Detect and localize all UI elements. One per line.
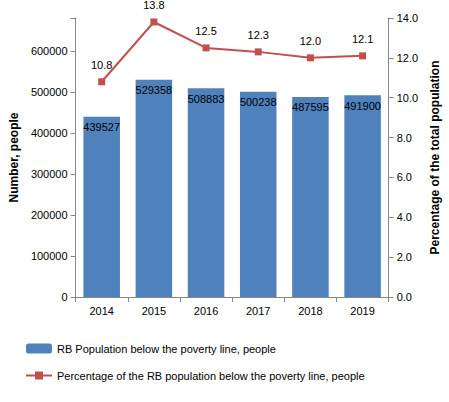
svg-text:2.0: 2.0 <box>397 251 412 263</box>
svg-text:4.0: 4.0 <box>397 211 412 223</box>
svg-text:Percentage of the total popula: Percentage of the total population <box>428 60 442 254</box>
svg-text:2014: 2014 <box>89 305 113 317</box>
svg-text:10.8: 10.8 <box>91 59 112 71</box>
svg-text:300000: 300000 <box>31 168 68 180</box>
svg-text:8.0: 8.0 <box>397 132 412 144</box>
svg-text:500238: 500238 <box>240 96 277 108</box>
svg-text:12.0: 12.0 <box>300 35 321 47</box>
svg-text:13.8: 13.8 <box>143 0 164 11</box>
svg-text:2019: 2019 <box>350 305 374 317</box>
svg-text:RB Population below the povert: RB Population below the poverty line, pe… <box>57 343 276 355</box>
svg-text:600000: 600000 <box>31 45 68 57</box>
svg-text:12.1: 12.1 <box>352 33 373 45</box>
svg-text:2015: 2015 <box>142 305 166 317</box>
svg-text:529358: 529358 <box>136 84 173 96</box>
svg-text:2018: 2018 <box>298 305 322 317</box>
svg-text:12.0: 12.0 <box>397 52 418 64</box>
svg-text:2016: 2016 <box>194 305 218 317</box>
svg-text:10.0: 10.0 <box>397 92 418 104</box>
svg-text:400000: 400000 <box>31 127 68 139</box>
svg-text:Percentage of the RB populatio: Percentage of the RB population below th… <box>57 370 365 382</box>
svg-text:508883: 508883 <box>188 93 225 105</box>
svg-text:487595: 487595 <box>292 101 329 113</box>
svg-text:2017: 2017 <box>246 305 270 317</box>
svg-text:100000: 100000 <box>31 250 68 262</box>
svg-text:491900: 491900 <box>344 100 381 112</box>
svg-text:12.3: 12.3 <box>248 29 269 41</box>
svg-text:0: 0 <box>61 291 67 303</box>
svg-text:12.5: 12.5 <box>195 25 216 37</box>
svg-text:439527: 439527 <box>83 121 120 133</box>
svg-text:0.0: 0.0 <box>397 291 412 303</box>
svg-text:6.0: 6.0 <box>397 171 412 183</box>
svg-text:500000: 500000 <box>31 86 68 98</box>
svg-text:14.0: 14.0 <box>397 12 418 24</box>
svg-text:Number, people: Number, people <box>7 112 21 202</box>
svg-text:200000: 200000 <box>31 209 68 221</box>
